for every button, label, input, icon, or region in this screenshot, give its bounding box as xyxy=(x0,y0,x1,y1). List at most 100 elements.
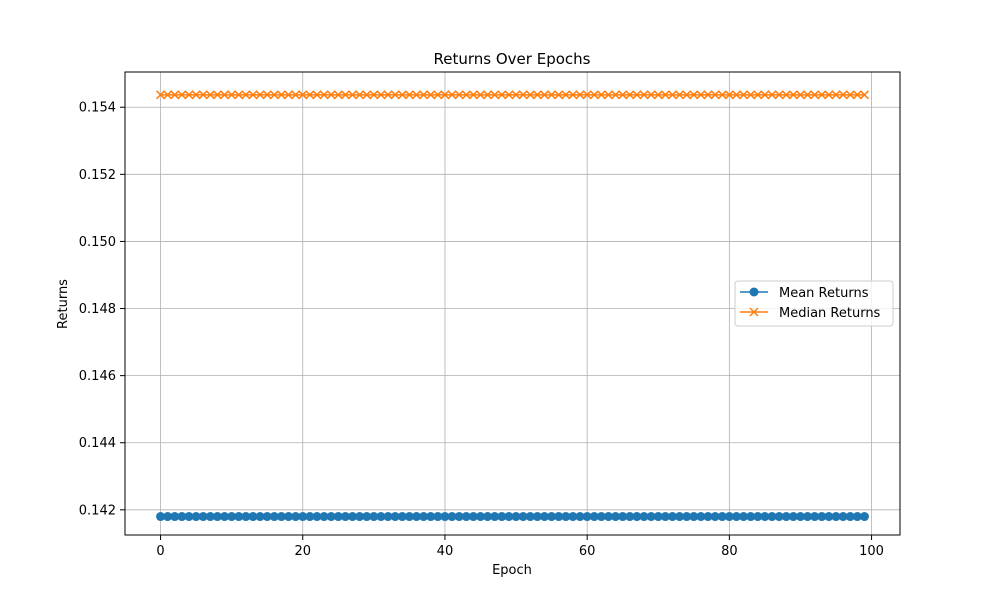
data-point xyxy=(284,512,294,522)
data-point xyxy=(426,512,436,522)
data-point xyxy=(689,512,699,522)
data-point xyxy=(220,512,230,522)
data-point xyxy=(696,90,706,100)
data-point xyxy=(653,512,663,522)
data-point xyxy=(397,512,407,522)
data-point xyxy=(305,512,315,522)
data-point xyxy=(220,90,230,100)
legend-mean-label: Mean Returns xyxy=(779,286,869,301)
data-point xyxy=(319,90,329,100)
data-point xyxy=(234,90,244,100)
data-point xyxy=(625,90,635,100)
data-point xyxy=(504,90,514,100)
data-point xyxy=(191,512,201,522)
data-point xyxy=(788,90,798,100)
data-point xyxy=(824,90,834,100)
data-point xyxy=(525,90,535,100)
data-point xyxy=(632,90,642,100)
data-point xyxy=(198,90,208,100)
y-tick-label: 0.144 xyxy=(79,436,116,451)
data-point xyxy=(490,512,500,522)
data-point xyxy=(817,90,827,100)
tick-layer: 0 20 40 60 80 100 0.142 0.144 0.146 0.148 0.150 0.1… xyxy=(79,101,884,559)
data-point xyxy=(497,90,507,100)
data-point xyxy=(404,512,414,522)
data-point xyxy=(404,90,414,100)
data-point xyxy=(817,512,827,522)
data-point xyxy=(205,512,215,522)
data-point xyxy=(575,512,585,522)
data-point xyxy=(767,512,777,522)
legend-mean-marker xyxy=(749,287,759,297)
data-point xyxy=(774,512,784,522)
legend-entry-mean: Mean Returns xyxy=(740,286,869,301)
data-point xyxy=(269,512,279,522)
data-point xyxy=(660,90,670,100)
data-point xyxy=(163,512,173,522)
data-point xyxy=(262,90,272,100)
series-median-returns xyxy=(156,90,869,100)
data-point xyxy=(383,512,393,522)
data-point xyxy=(632,512,642,522)
x-tick-label: 0 xyxy=(156,544,164,559)
data-point xyxy=(291,90,301,100)
data-point xyxy=(589,90,599,100)
data-point xyxy=(511,90,521,100)
legend-median-marker xyxy=(749,307,759,317)
data-point xyxy=(803,90,813,100)
data-point xyxy=(831,90,841,100)
data-point xyxy=(760,512,770,522)
data-point xyxy=(347,90,358,100)
data-point xyxy=(724,90,734,100)
data-point xyxy=(248,90,258,100)
data-point xyxy=(653,90,663,100)
data-point xyxy=(582,90,592,100)
data-point xyxy=(568,90,578,100)
data-point xyxy=(369,512,379,522)
data-point xyxy=(326,90,336,100)
data-point xyxy=(547,512,557,522)
data-point xyxy=(561,90,571,100)
data-point xyxy=(781,90,791,100)
data-point xyxy=(710,512,720,522)
data-point xyxy=(561,512,571,522)
x-axis-label: Epoch xyxy=(492,563,532,578)
data-point xyxy=(660,512,670,522)
data-point xyxy=(859,90,869,100)
data-point xyxy=(511,512,521,522)
data-point xyxy=(483,512,493,522)
data-point xyxy=(845,90,855,100)
data-point xyxy=(461,90,471,100)
data-point xyxy=(333,512,343,522)
data-point xyxy=(589,512,599,522)
data-point xyxy=(596,90,606,100)
data-point xyxy=(575,90,585,100)
data-point xyxy=(390,90,400,100)
data-point xyxy=(447,90,457,100)
data-point xyxy=(689,90,699,100)
data-point xyxy=(454,90,464,100)
data-point xyxy=(731,512,741,522)
data-point xyxy=(717,90,727,100)
data-point xyxy=(355,90,365,100)
data-point xyxy=(795,90,805,100)
data-point xyxy=(255,90,265,100)
data-point xyxy=(547,90,557,100)
data-point xyxy=(241,512,251,522)
data-point xyxy=(746,90,756,100)
data-point xyxy=(554,512,564,522)
data-point xyxy=(305,90,315,100)
data-point xyxy=(312,512,322,522)
data-point xyxy=(440,90,450,100)
data-point xyxy=(248,512,258,522)
data-point xyxy=(262,512,272,522)
data-point xyxy=(340,512,350,522)
data-point xyxy=(667,90,678,100)
data-point xyxy=(241,90,251,100)
data-point xyxy=(291,512,301,522)
data-point xyxy=(682,512,692,522)
x-tick-label: 60 xyxy=(579,544,596,559)
data-point xyxy=(433,512,443,522)
data-point xyxy=(376,512,386,522)
data-point xyxy=(532,512,542,522)
